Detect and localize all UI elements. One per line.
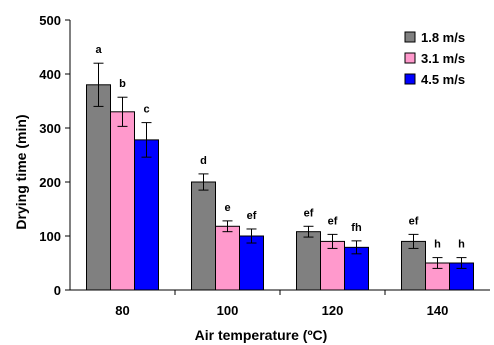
- y-axis-title: Drying time (min): [13, 114, 29, 229]
- y-tick-label: 100: [39, 229, 61, 244]
- significance-label: ef: [247, 210, 257, 222]
- legend-swatch: [404, 31, 416, 43]
- legend-swatch: [404, 73, 416, 85]
- legend-label: 1.8 m/s: [421, 30, 465, 45]
- y-tick-label: 200: [39, 175, 61, 190]
- significance-label: h: [434, 239, 441, 251]
- significance-label: c: [143, 104, 149, 116]
- x-tick-label: 100: [217, 303, 239, 318]
- x-axis-title: Air temperature (ºC): [195, 327, 328, 343]
- x-tick-label: 120: [322, 303, 344, 318]
- bar: [320, 240, 345, 291]
- y-axis-title-group: Drying time (min): [13, 114, 29, 229]
- significance-label: e: [224, 202, 230, 214]
- y-tick-label: 500: [39, 13, 61, 28]
- y-tick-label: 0: [54, 283, 61, 298]
- plot-area: 0 100 200 300 400 500 80 a b c 100 d e ef 120 ef ef fh 140…: [39, 13, 490, 318]
- significance-label: fh: [351, 222, 362, 234]
- x-tick-label: 80: [115, 303, 129, 318]
- x-tick-label: 140: [427, 303, 449, 318]
- significance-label: ef: [409, 215, 419, 227]
- significance-label: d: [200, 155, 207, 167]
- bar: [110, 111, 135, 291]
- bar: [86, 84, 111, 291]
- legend-swatch: [404, 52, 416, 64]
- significance-label: ef: [304, 207, 314, 219]
- significance-label: h: [458, 239, 465, 251]
- bar: [134, 139, 159, 291]
- bar: [239, 235, 264, 291]
- significance-label: b: [119, 78, 126, 90]
- y-tick-label: 300: [39, 121, 61, 136]
- bar: [215, 225, 240, 291]
- bar: [401, 240, 426, 291]
- legend-label: 3.1 m/s: [421, 51, 465, 66]
- legend: 1.8 m/s 3.1 m/s 4.5 m/s: [404, 30, 465, 87]
- y-tick-label: 400: [39, 67, 61, 82]
- significance-label: a: [95, 44, 102, 56]
- bar: [191, 181, 216, 291]
- legend-label: 4.5 m/s: [421, 72, 465, 87]
- bar: [296, 231, 321, 291]
- significance-label: ef: [328, 215, 338, 227]
